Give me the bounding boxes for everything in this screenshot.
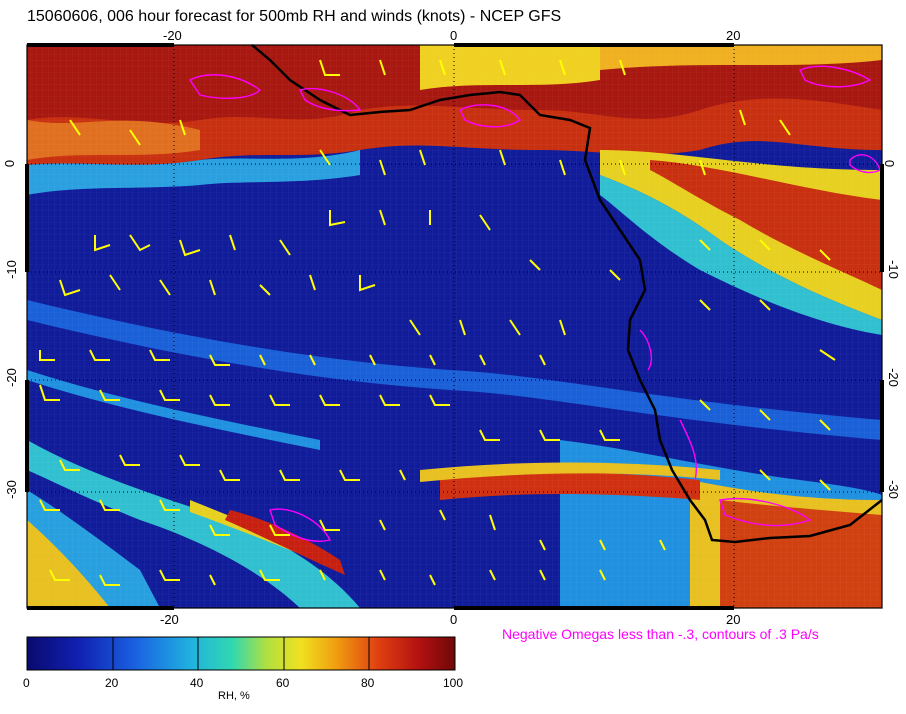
left-tick-label: 0: [2, 159, 18, 168]
wind-barbs: [39, 59, 836, 586]
frame-tick-bars: [25, 43, 884, 610]
colorbar-label: 20: [105, 676, 119, 690]
left-tick-label: -30: [3, 480, 19, 499]
bottom-tick-label: 20: [726, 612, 741, 627]
right-tick-label: -30: [885, 480, 901, 499]
graticule: [27, 45, 882, 608]
omega-contours: [188, 65, 881, 542]
colorbar: [26, 636, 456, 671]
colorbar-title: RH, %: [218, 690, 250, 702]
colorbar-label: 60: [276, 676, 290, 690]
colorbar-label: 80: [361, 676, 375, 690]
coastline: [251, 44, 883, 544]
top-tick-label: -20: [163, 28, 182, 43]
top-tick-label: 20: [726, 28, 741, 43]
top-tick-label: 0: [450, 28, 458, 43]
colorbar-label: 0: [23, 676, 30, 690]
colorbar-ticks: [112, 637, 370, 670]
colorbar-label: 40: [190, 676, 204, 690]
right-tick-label: -10: [885, 260, 901, 279]
right-tick-label: -20: [885, 368, 901, 387]
right-tick-label: 0: [882, 159, 898, 168]
bottom-tick-label: -20: [160, 612, 179, 627]
colorbar-label: 100: [443, 676, 464, 690]
left-tick-label: -20: [3, 368, 19, 387]
left-tick-label: -10: [3, 260, 19, 279]
bottom-tick-label: 0: [450, 612, 458, 627]
omega-note: Negative Omegas less than -.3, contours …: [502, 626, 819, 642]
map-title: 15060606, 006 hour forecast for 500mb RH…: [27, 8, 562, 25]
